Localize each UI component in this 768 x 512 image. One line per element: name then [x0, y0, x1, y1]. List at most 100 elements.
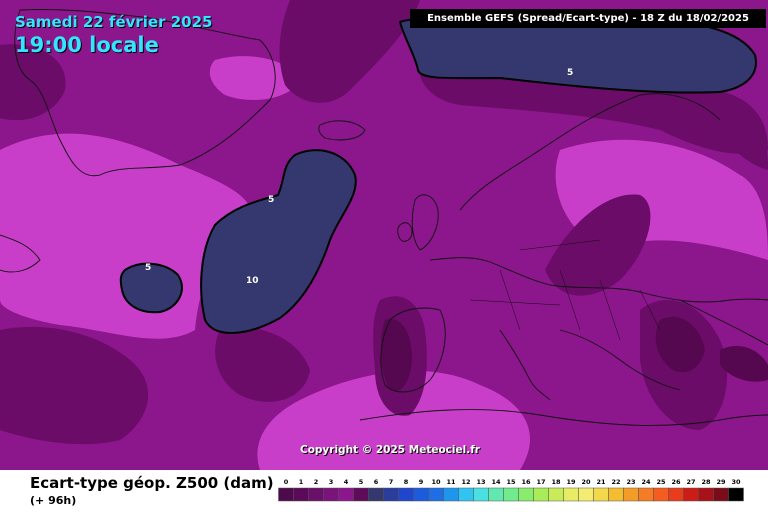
- dark-zone-europe: [545, 194, 651, 296]
- scale-label: 14: [491, 478, 501, 486]
- contour-label-atlantic: 5: [268, 195, 274, 205]
- scale-label: 27: [686, 478, 695, 486]
- scale-color-box: [458, 487, 474, 502]
- coast-scandinavia: [459, 93, 721, 211]
- scale-color-box: [578, 487, 594, 502]
- scale-label: 22: [611, 478, 620, 486]
- scale-label: 26: [671, 478, 681, 486]
- coast-ireland: [397, 222, 413, 242]
- scale-color-box: [383, 487, 399, 502]
- scale-label: 6: [374, 478, 379, 486]
- coast-iceland: [318, 120, 366, 141]
- coast-greenland: [14, 9, 276, 177]
- scale-color-box: [623, 487, 639, 502]
- scale-color-box: [563, 487, 579, 502]
- scale-color-box: [713, 487, 729, 502]
- scale-label: 0: [284, 478, 289, 486]
- scale-label: 13: [476, 478, 485, 486]
- scale-color-box: [548, 487, 564, 502]
- scale-color-box: [638, 487, 654, 502]
- coast-labrador: [0, 234, 41, 273]
- scale-color-box: [668, 487, 684, 502]
- scale-color-box: [533, 487, 549, 502]
- map-canvas: 5 5 5 10: [0, 0, 768, 470]
- coast-italy: [499, 329, 551, 401]
- scale-label: 20: [581, 478, 591, 486]
- scale-color-box: [323, 487, 339, 502]
- scale-label: 19: [566, 478, 576, 486]
- scale-color-box: [698, 487, 714, 502]
- dark-zone-atlantic-south: [0, 326, 149, 445]
- scale-label: 12: [461, 478, 470, 486]
- darker-spread-zones: [380, 316, 768, 392]
- bright-zone-west: [0, 133, 252, 339]
- color-scale-boxes: [278, 487, 744, 502]
- contour-labels: 5 5 5 10: [145, 68, 573, 286]
- scale-label: 11: [446, 478, 456, 486]
- coastlines: [0, 9, 768, 426]
- scale-label: 15: [506, 478, 516, 486]
- coast-great-britain: [411, 194, 439, 251]
- scale-color-box: [683, 487, 699, 502]
- darker-zone-iberia: [380, 319, 412, 392]
- scale-label: 5: [359, 478, 364, 486]
- scale-color-box: [653, 487, 669, 502]
- bright-spread-zones: [0, 56, 768, 470]
- scale-color-box: [413, 487, 429, 502]
- scale-color-box: [473, 487, 489, 502]
- dark-zone-greenland: [279, 0, 420, 103]
- scale-color-box: [443, 487, 459, 502]
- contour-label-ten: 10: [246, 276, 259, 286]
- forecast-local-time: 19:00 locale: [15, 33, 159, 57]
- scale-label: 1: [299, 478, 304, 486]
- scale-label: 10: [431, 478, 441, 486]
- scale-label: 23: [626, 478, 635, 486]
- variable-title: Ecart-type géop. Z500 (dam): [30, 474, 274, 492]
- coast-iberia: [380, 307, 446, 393]
- darker-zone-turkey: [720, 345, 768, 382]
- bright-zone-south: [257, 370, 531, 470]
- scale-label: 2: [314, 478, 319, 486]
- bright-zone-north: [209, 56, 300, 100]
- scale-color-box: [608, 487, 624, 502]
- darker-zone-balkans: [655, 316, 705, 373]
- scale-label: 25: [656, 478, 666, 486]
- scale-color-box: [488, 487, 504, 502]
- scale-color-box: [338, 487, 354, 502]
- contour-line-west: [119, 262, 183, 314]
- scale-color-box: [503, 487, 519, 502]
- scale-label: 17: [536, 478, 545, 486]
- contour-label-north: 5: [567, 68, 573, 78]
- border-europe-north: [429, 257, 768, 303]
- scale-label: 3: [329, 478, 334, 486]
- scale-label: 7: [389, 478, 394, 486]
- color-scale-legend: 0 1 2 3 4 5 6 7 8 9 10 11 12 13 14 15 16 17 18 19 20 21 22 23 24…: [278, 478, 744, 502]
- country-borders: [469, 239, 661, 341]
- contour-label-west: 5: [145, 263, 151, 273]
- scale-label: 21: [596, 478, 606, 486]
- scale-color-box: [278, 487, 294, 502]
- scale-label: 9: [419, 478, 424, 486]
- scale-color-box: [593, 487, 609, 502]
- scale-label: 30: [731, 478, 741, 486]
- spread-map: 5 5 5 10: [0, 0, 768, 470]
- coast-black-sea: [679, 299, 768, 346]
- dark-zone-azores: [215, 327, 310, 402]
- model-title-box: Ensemble GEFS (Spread/Ecart-type) - 18 Z…: [410, 9, 766, 28]
- forecast-date: Samedi 22 février 2025: [15, 13, 213, 31]
- scale-label: 8: [404, 478, 409, 486]
- coast-adriatic: [559, 329, 681, 391]
- scale-label: 28: [701, 478, 711, 486]
- color-scale-labels: 0 1 2 3 4 5 6 7 8 9 10 11 12 13 14 15 16 17 18 19 20 21 22 23 24…: [284, 478, 741, 486]
- scale-label: 18: [551, 478, 561, 486]
- scale-color-box: [308, 487, 324, 502]
- scale-color-box: [353, 487, 369, 502]
- scale-color-box: [368, 487, 384, 502]
- scale-label: 4: [344, 478, 349, 486]
- scale-color-box: [518, 487, 534, 502]
- scale-color-box: [728, 487, 744, 502]
- scale-label: 24: [641, 478, 651, 486]
- dark-zone-scandinavia: [419, 60, 768, 154]
